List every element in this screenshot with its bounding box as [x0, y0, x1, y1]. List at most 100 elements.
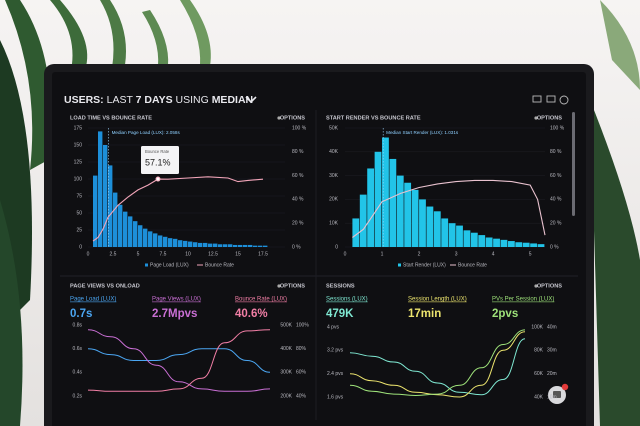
bounce-line [92, 176, 264, 242]
options-icon[interactable] [534, 116, 538, 120]
bar [243, 244, 248, 247]
title-part: 7 DAYS [136, 94, 173, 106]
bounce-line [352, 179, 546, 238]
x-tick-label: 15 [235, 251, 241, 257]
bar [188, 241, 193, 247]
metric-label: Sessions (LUX) [326, 297, 368, 303]
icon-display[interactable] [546, 95, 556, 103]
options-button[interactable]: OPTIONS [537, 283, 562, 289]
x-tick-label: 3 [455, 251, 458, 257]
tick-label: 40% [296, 393, 307, 399]
icon-help[interactable] [559, 95, 569, 105]
metric-value: 40.6% [235, 308, 268, 320]
bar [233, 244, 238, 247]
tick-label: 80 % [550, 149, 562, 155]
x-tick-label: 10 [185, 251, 191, 257]
bar [433, 211, 441, 247]
tick-label: 20K [329, 197, 339, 203]
bar [158, 235, 163, 247]
metric-value: 479K [326, 308, 354, 320]
bar [173, 238, 178, 247]
options-button[interactable]: OPTIONS [280, 283, 305, 289]
bar [352, 218, 360, 247]
tick-label: 75 [76, 193, 82, 199]
bar [404, 182, 412, 247]
series-line [349, 331, 526, 398]
metric-value: 2.7Mpvs [152, 308, 197, 320]
tick-label: 60% [296, 370, 307, 376]
bar [374, 151, 382, 247]
bar [223, 244, 228, 247]
tooltip [141, 146, 179, 174]
x-tick-label: 2.5 [110, 251, 117, 257]
series-line [87, 348, 271, 373]
tick-label: 0 % [550, 244, 559, 250]
panel-title: START RENDER VS BOUNCE RATE [326, 115, 421, 121]
tick-label: 60K [534, 371, 544, 377]
bar [470, 232, 478, 247]
tick-label: 300K [280, 370, 292, 376]
bar [178, 240, 183, 247]
metric-value: 17min [408, 308, 441, 320]
bar [248, 244, 253, 247]
bar [263, 245, 268, 247]
bar [359, 194, 367, 247]
tick-label: 40K [534, 394, 544, 400]
bar [198, 242, 203, 247]
tick-label: 1.6 pvs [327, 394, 344, 400]
bar [143, 228, 148, 247]
tick-label: 400K [280, 346, 292, 352]
panel-title: PAGE VIEWS VS ONLOAD [70, 283, 140, 289]
header-icons [532, 95, 569, 105]
legend-swatch [145, 263, 148, 267]
tooltip-point [155, 176, 161, 182]
bar [203, 242, 208, 247]
tick-label: 0 [79, 244, 82, 250]
tick-label: 60 % [292, 173, 304, 179]
scrollbar[interactable] [572, 112, 575, 216]
title-part: LAST [107, 94, 134, 106]
bar [228, 244, 233, 247]
bar [93, 175, 98, 247]
tick-label: 150 [74, 142, 83, 148]
tick-label: 60 % [550, 173, 562, 179]
title-part: USERS: [64, 94, 104, 106]
dropdown-chevron[interactable] [245, 96, 257, 104]
tick-label: 2.4 pvs [327, 371, 344, 377]
legend-label: Page Load (LUX) [150, 262, 189, 268]
x-tick-label: 2 [418, 251, 421, 257]
bar [168, 238, 173, 247]
options-icon[interactable] [277, 116, 281, 120]
tooltip-value: 57.1% [145, 157, 171, 167]
chat-icon [553, 391, 561, 398]
icon-display[interactable] [532, 95, 542, 103]
legend-label: Bounce Rate [205, 262, 234, 268]
screen [52, 72, 586, 426]
options-button[interactable]: OPTIONS [280, 115, 305, 121]
x-tick-label: 4 [492, 251, 495, 257]
bar [507, 241, 515, 247]
options-button[interactable]: OPTIONS [537, 115, 562, 121]
tick-label: 20 % [292, 221, 304, 227]
x-tick-label: 0 [87, 251, 90, 257]
options-icon[interactable] [534, 284, 538, 288]
bar [530, 243, 537, 247]
median-label: Median Page Load (LUX): 2.058s [112, 130, 181, 135]
bar [389, 158, 397, 247]
options-icon[interactable] [277, 284, 281, 288]
bar [138, 225, 143, 247]
bar [238, 244, 243, 247]
tooltip-title: Bounce Rate [145, 149, 170, 154]
bar [193, 242, 198, 247]
tick-label: 100% [296, 322, 309, 328]
tick-label: 100K [531, 324, 543, 330]
bar [537, 244, 545, 247]
tick-label: 80 % [292, 149, 304, 155]
tick-label: 100 [74, 176, 83, 182]
tick-label: 0 [335, 244, 338, 250]
tick-label: 40 % [292, 197, 304, 203]
bar [426, 206, 434, 247]
metric-label: Session Length (LUX) [408, 297, 467, 303]
tick-label: 30m [547, 348, 557, 354]
legend-swatch [398, 263, 401, 267]
